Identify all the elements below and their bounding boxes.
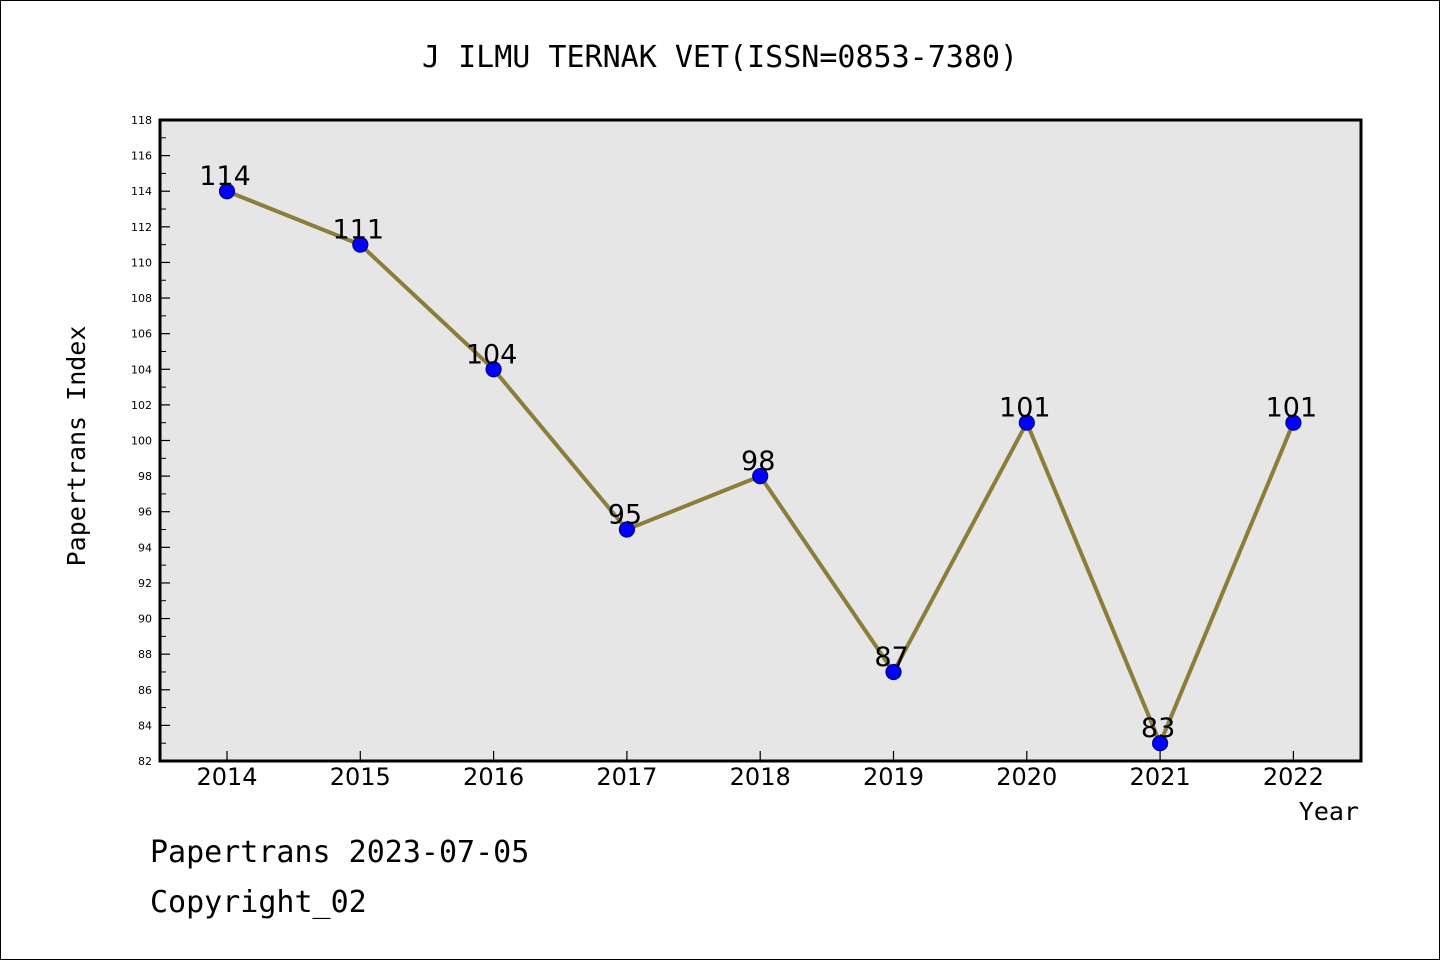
- y-tick-label: 116: [131, 150, 152, 163]
- y-tick-label: 118: [131, 114, 152, 127]
- x-tick-label: 2019: [863, 763, 924, 791]
- y-tick-label: 86: [138, 684, 152, 697]
- y-tick-label: 106: [131, 328, 152, 341]
- data-label: 98: [741, 446, 775, 477]
- y-tick-label: 94: [138, 541, 152, 554]
- copyright-text: Copyright_02: [150, 885, 367, 920]
- y-tick-label: 110: [131, 256, 152, 269]
- y-axis-label: Papertrans Index: [62, 326, 91, 567]
- plot-area: [158, 118, 1363, 763]
- data-label: 101: [999, 393, 1051, 424]
- y-tick-label: 112: [131, 221, 152, 234]
- x-tick-label: 2021: [1130, 763, 1191, 791]
- data-point-marker: [752, 468, 769, 485]
- data-markers: [218, 183, 1302, 752]
- y-tick-label: 102: [131, 399, 152, 412]
- x-axis-label: Year: [1299, 797, 1359, 826]
- y-tick-label: 98: [138, 470, 152, 483]
- x-tick-label: 2018: [730, 763, 791, 791]
- y-tick-label: 96: [138, 506, 152, 519]
- y-tick-label: 84: [138, 719, 152, 732]
- y-tick-label: 90: [138, 613, 152, 626]
- data-label: 114: [199, 161, 251, 192]
- y-tick-label: 100: [131, 435, 152, 448]
- data-labels: 114 111 104 95 98 87 101 83 101: [199, 161, 1317, 744]
- y-tick-label: 104: [131, 363, 152, 376]
- data-point-marker: [1285, 414, 1302, 431]
- x-tick-label: 2014: [196, 763, 257, 791]
- data-point-marker: [885, 663, 902, 681]
- data-label: 87: [874, 642, 908, 673]
- y-tick-label: 92: [138, 577, 152, 590]
- data-label: 101: [1266, 393, 1318, 424]
- data-point-marker: [1151, 735, 1169, 752]
- x-tick-label: 2020: [996, 763, 1057, 791]
- data-label: 95: [608, 500, 642, 531]
- x-tick-label: 2017: [596, 763, 657, 791]
- y-axis: 82 84 86 88 90 92 94 96 98 100 102 104 106 108 110 112 1…: [131, 114, 170, 768]
- chart-title: J ILMU TERNAK VET(ISSN=0853-7380): [422, 40, 1018, 75]
- generated-date-text: Papertrans 2023-07-05: [150, 835, 530, 870]
- y-tick-label: 114: [131, 185, 152, 198]
- x-tick-label: 2022: [1263, 763, 1324, 791]
- y-tick-label: 88: [138, 648, 152, 661]
- data-point-marker: [618, 521, 636, 538]
- x-tick-label: 2016: [463, 763, 524, 791]
- x-axis: 2014 2015 2016 2017 2018 2019 2020 2021 2022: [196, 751, 1324, 791]
- data-point-marker: [1018, 414, 1035, 431]
- data-point-marker: [352, 236, 369, 253]
- y-tick-label: 82: [138, 755, 152, 768]
- data-label: 111: [333, 215, 385, 246]
- x-tick-label: 2015: [330, 763, 391, 791]
- data-label: 104: [466, 339, 518, 370]
- data-label: 83: [1141, 713, 1175, 744]
- data-point-marker: [218, 183, 236, 200]
- data-point-marker: [485, 361, 502, 378]
- y-tick-label: 108: [131, 292, 152, 305]
